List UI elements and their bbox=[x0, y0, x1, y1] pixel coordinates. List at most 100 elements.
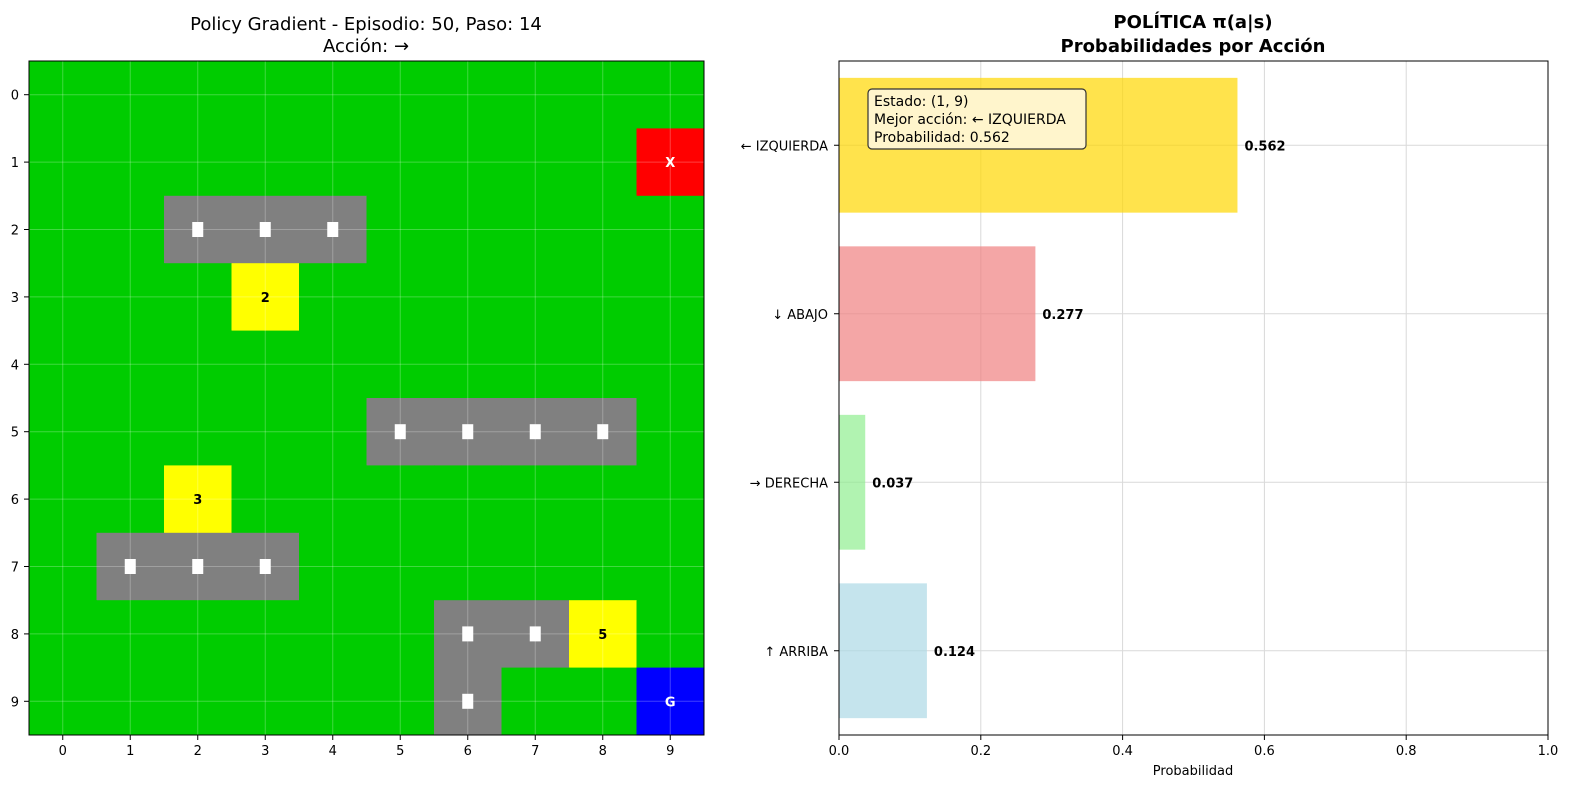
grid-cell-free bbox=[636, 465, 705, 534]
grid-xtick-label: 8 bbox=[599, 744, 607, 759]
grid-cell-free bbox=[29, 195, 97, 264]
grid-cell-free bbox=[299, 398, 367, 466]
bar-category-label: → DERECHA bbox=[750, 476, 828, 491]
grid-cell-free bbox=[96, 263, 165, 332]
bar-ticks: 0.0 0.2 0.4 0.6 0.8 1.0 ↑ ARRIBA → DERECHA ↓ ABA… bbox=[741, 139, 1559, 759]
grid-cell-free bbox=[569, 667, 637, 736]
grid-cell-free bbox=[96, 330, 165, 399]
grid-cell-free bbox=[299, 532, 367, 601]
agent-label: X bbox=[665, 156, 675, 171]
grid-xtick-label: 6 bbox=[464, 744, 472, 759]
grid-cell-free bbox=[434, 330, 502, 399]
grid-ytick-label: 0 bbox=[11, 89, 19, 104]
bar-value-label: 0.277 bbox=[1042, 308, 1083, 323]
grid-cell-free bbox=[366, 195, 435, 264]
grid-cell-free bbox=[231, 465, 300, 534]
grid-ytick-label: 3 bbox=[11, 291, 19, 306]
grid-cell-free bbox=[636, 600, 705, 669]
car-marker bbox=[327, 222, 339, 237]
bar-xtick-label: 0.6 bbox=[1254, 744, 1275, 759]
infobox-probability: Probabilidad: 0.562 bbox=[874, 130, 1010, 146]
grid-cell-free bbox=[96, 465, 165, 534]
grid-cell-free bbox=[366, 600, 435, 669]
grid-cell-free bbox=[164, 263, 232, 332]
grid-cell-free bbox=[569, 128, 637, 197]
bar-xlabel: Probabilidad bbox=[1153, 764, 1233, 779]
car-marker bbox=[259, 559, 271, 574]
grid-ytick-label: 7 bbox=[11, 561, 19, 576]
grid-cell-free bbox=[434, 263, 502, 332]
grid-cell-free bbox=[29, 465, 97, 534]
grid-cell-free bbox=[231, 61, 300, 129]
grid-ytick-label: 8 bbox=[11, 628, 19, 643]
grid-cell-free bbox=[96, 398, 165, 466]
bar-category-label: ↓ ABAJO bbox=[772, 308, 828, 323]
grid-cell-free bbox=[434, 61, 502, 129]
grid-cell-free bbox=[366, 667, 435, 736]
grid-cell-free bbox=[231, 128, 300, 197]
grid-cell-free bbox=[231, 600, 300, 669]
car-marker bbox=[529, 626, 541, 642]
grid-cell-free bbox=[29, 600, 97, 669]
bar-xtick-label: 0.4 bbox=[1112, 744, 1133, 759]
bonus-label: 2 bbox=[261, 291, 270, 306]
grid-title-line1: Policy Gradient - Episodio: 50, Paso: 14 bbox=[190, 14, 542, 35]
grid-cell-free bbox=[434, 532, 502, 601]
grid-cell-free bbox=[636, 398, 705, 466]
bonus-label: 5 bbox=[598, 628, 607, 643]
grid-cell-bonus bbox=[569, 600, 637, 669]
grid-cell-agent bbox=[636, 128, 705, 197]
grid-world-panel: Policy Gradient - Episodio: 50, Paso: 14… bbox=[11, 14, 705, 759]
grid-cell-free bbox=[164, 667, 232, 736]
grid-cell-free bbox=[299, 667, 367, 736]
grid-ytick-label: 1 bbox=[11, 156, 19, 171]
grid-cell-free bbox=[29, 667, 97, 736]
grid-cell-free bbox=[569, 532, 637, 601]
policy-title-line2: Probabilidades por Acción bbox=[1061, 36, 1326, 57]
bar-series: 0.124 0.037 0.277 0.562 bbox=[839, 77, 1286, 719]
bar-arriba bbox=[839, 583, 927, 719]
grid-cell-goal bbox=[636, 667, 705, 736]
bar-derecha bbox=[839, 414, 866, 550]
car-marker bbox=[124, 559, 136, 574]
grid-cell-free bbox=[299, 61, 367, 129]
bar-xtick-label: 0.0 bbox=[829, 744, 850, 759]
car-marker bbox=[192, 222, 204, 237]
car-marker bbox=[259, 222, 271, 237]
grid-cell-free bbox=[569, 465, 637, 534]
grid-xtick-label: 5 bbox=[396, 744, 404, 759]
grid-title-line2: Acción: → bbox=[323, 36, 409, 57]
grid-cell-free bbox=[501, 330, 570, 399]
grid-cell-free bbox=[164, 128, 232, 197]
grid-xtick-label: 9 bbox=[666, 744, 674, 759]
bar-frame bbox=[838, 60, 1549, 736]
grid-cell-free bbox=[299, 600, 367, 669]
car-marker bbox=[462, 693, 474, 709]
grid-cell-free bbox=[231, 667, 300, 736]
grid-cell-free bbox=[569, 263, 637, 332]
bar-abajo bbox=[839, 246, 1036, 382]
grid-cell-free bbox=[299, 263, 367, 332]
bar-value-label: 0.562 bbox=[1244, 139, 1285, 154]
grid-cell-free bbox=[636, 195, 705, 264]
grid-xtick-label: 3 bbox=[261, 744, 269, 759]
grid-cell-free bbox=[366, 61, 435, 129]
grid-xtick-label: 7 bbox=[531, 744, 539, 759]
grid-cell-free bbox=[96, 128, 165, 197]
bar-value-label: 0.124 bbox=[934, 645, 975, 660]
grid-cell-free bbox=[501, 128, 570, 197]
grid-cell-free bbox=[501, 263, 570, 332]
grid-cell-free bbox=[29, 532, 97, 601]
grid-cell-free bbox=[164, 61, 232, 129]
grid-cell-bonus bbox=[164, 465, 232, 534]
grid-cell-free bbox=[366, 330, 435, 399]
grid-cell-free bbox=[231, 330, 300, 399]
grid-cell-free bbox=[569, 61, 637, 129]
grid-frame bbox=[28, 60, 705, 736]
grid-cell-free bbox=[366, 128, 435, 197]
grid-cell-free bbox=[299, 465, 367, 534]
grid-cell-free bbox=[96, 195, 165, 264]
infobox-state: Estado: (1, 9) bbox=[874, 94, 968, 110]
grid-cell-free bbox=[29, 398, 97, 466]
bar-xtick-label: 1.0 bbox=[1538, 744, 1559, 759]
